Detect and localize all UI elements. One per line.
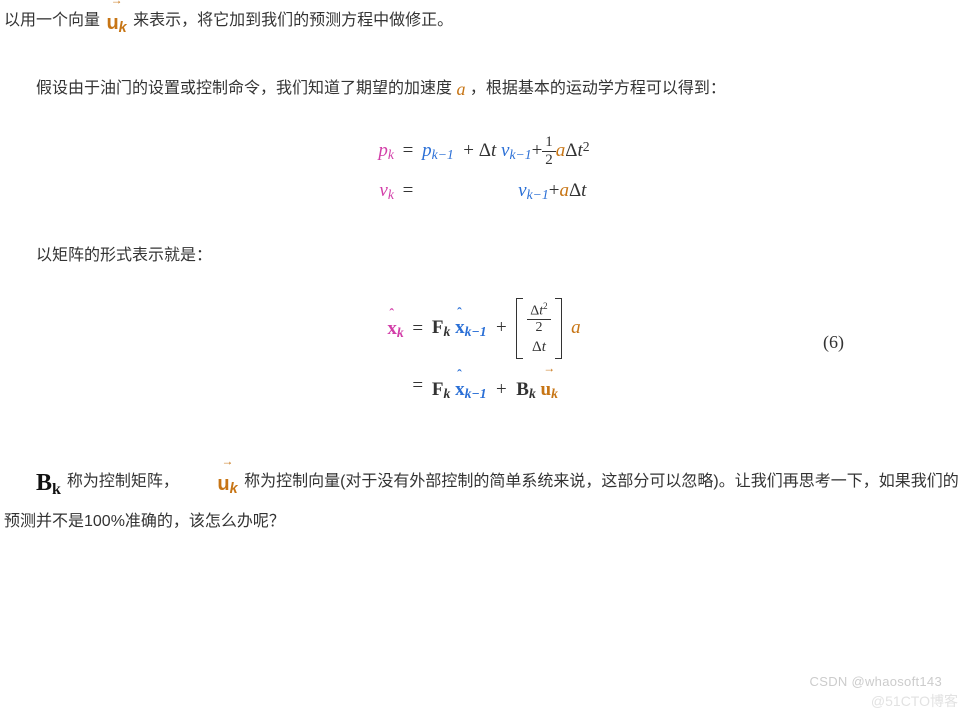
p4-mid1: 称为控制矩阵， xyxy=(67,473,179,490)
p1-prefix: 以用一个向量 xyxy=(4,12,104,29)
watermark-51cto: @51CTO博客 xyxy=(871,688,958,715)
p1-suffix: 来表示，将它加到我们的预测方程中做修正。 xyxy=(133,12,453,29)
paragraph-1: 以用一个向量 → uk 来表示，将它加到我们的预测方程中做修正。 xyxy=(4,4,964,42)
paragraph-3: 以矩阵的形式表示就是： xyxy=(4,241,964,271)
paragraph-2: 假设由于油门的设置或控制命令，我们知道了期望的加速度 a ，根据基本的运动学方程… xyxy=(4,72,964,106)
p2-suffix: ，根据基本的运动学方程可以得到： xyxy=(470,80,726,97)
watermark-csdn: CSDN @whaosoft143 xyxy=(810,670,942,695)
p2-prefix: 假设由于油门的设置或控制命令，我们知道了期望的加速度 xyxy=(36,80,456,97)
matrix-B-k-icon: Bk xyxy=(36,470,67,496)
paragraph-4: Bk 称为控制矩阵， → uk 称为控制向量(对于没有外部控制的简单系统来说，这… xyxy=(4,461,964,537)
equation-matrix-form: xk = Fk xk−1 + Δt22 Δt a = xyxy=(4,295,964,411)
vector-u-k-icon-2: → uk xyxy=(183,465,239,503)
equation-kinematics: pk = pk−1 + Δt vk−1+12aΔt2 vk = vk−1+aΔt xyxy=(4,131,964,211)
scalar-a-icon: a xyxy=(456,79,465,99)
equation-number: (6) xyxy=(823,325,844,359)
vector-u-k-icon: → uk xyxy=(104,4,128,42)
